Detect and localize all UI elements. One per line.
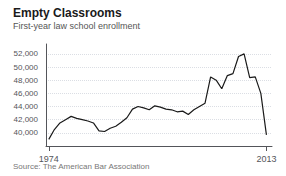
svg-text:40,000: 40,000 (14, 128, 39, 137)
svg-text:48,000: 48,000 (14, 76, 39, 85)
svg-text:2013: 2013 (256, 154, 276, 164)
svg-text:50,000: 50,000 (14, 63, 39, 72)
svg-text:Source: The American Bar Assoc: Source: The American Bar Association (13, 162, 149, 171)
svg-text:1974: 1974 (38, 153, 59, 164)
svg-text:First-year law school enrollme: First-year law school enrollment (13, 21, 141, 31)
svg-text:Empty Classrooms: Empty Classrooms (13, 6, 122, 20)
svg-text:46,000: 46,000 (14, 89, 39, 98)
svg-text:52,000: 52,000 (14, 49, 39, 58)
svg-text:42,000: 42,000 (14, 115, 39, 124)
svg-text:44,000: 44,000 (14, 102, 39, 111)
